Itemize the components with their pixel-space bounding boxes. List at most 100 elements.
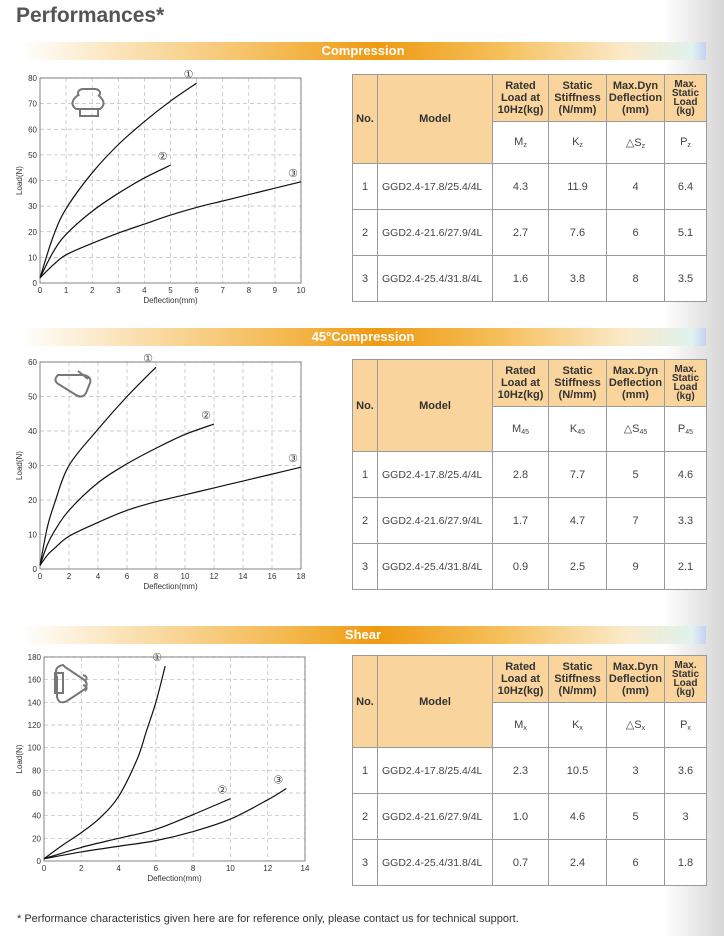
x-axis-label: Deflection(mm) (143, 296, 198, 305)
shear-mount-icon (54, 663, 88, 704)
x-tick-label: 2 (90, 286, 95, 295)
cell-max-static-load: 2.1 (664, 543, 707, 590)
cell-stiffness: 11.9 (548, 163, 607, 210)
section-banner-shear: Shear (20, 626, 706, 644)
page-title: Performances* (16, 4, 165, 27)
cell-model: GGD2.4-21.6/27.9/4L (377, 209, 493, 256)
symbol-letter: P (677, 422, 686, 435)
cell-rated-load: 0.7 (492, 839, 549, 886)
cell-no: 2 (352, 497, 378, 544)
y-tick-label: 140 (28, 698, 42, 707)
symbol-subscript: 45 (685, 428, 694, 436)
series-label-2: ② (158, 151, 168, 163)
x-tick-label: 7 (220, 286, 225, 295)
symbol-letter: △S (625, 136, 642, 149)
cell-rated-load: 2.3 (492, 747, 549, 794)
header-model: Model (377, 655, 493, 748)
header-rated-load: Rated Load at 10Hz(kg) (492, 359, 549, 407)
table-row: 2 GGD2.4-21.6/27.9/4L 2.7 7.6 6 5.1 (352, 209, 707, 256)
y-tick-label: 70 (28, 100, 37, 109)
symbol-subscript: x (523, 724, 527, 732)
cell-stiffness: 7.6 (548, 209, 607, 256)
symbol-subscript: 45 (577, 428, 586, 436)
y-tick-label: 0 (33, 565, 38, 574)
cell-deflection: 5 (606, 793, 665, 840)
x-tick-label: 10 (181, 572, 190, 581)
table-row: 3 GGD2.4-25.4/31.8/4L 1.6 3.8 8 3.5 (352, 255, 707, 302)
header-no: No. (352, 74, 378, 164)
cell-model: GGD2.4-17.8/25.4/4L (377, 163, 493, 210)
x-axis-label: Deflection(mm) (143, 582, 198, 591)
plot-frame (43, 656, 306, 862)
section-banner-compression: Compression (20, 42, 706, 60)
series-label-2: ② (201, 410, 211, 422)
shear-spec-table: No. Model Rated Load at 10Hz(kg) Static … (352, 655, 707, 886)
x-tick-label: 2 (67, 572, 72, 581)
cell-max-static-load: 3.5 (664, 255, 707, 302)
y-tick-label: 40 (32, 812, 41, 821)
cell-max-static-load: 6.4 (664, 163, 707, 210)
x-axis-label: Deflection(mm) (147, 874, 202, 883)
symbol-subscript: x (687, 724, 691, 732)
cell-deflection: 8 (606, 255, 665, 302)
symbol-k: Kx (548, 702, 607, 748)
series-curve-1 (43, 665, 166, 860)
series-label-2: ② (217, 785, 227, 797)
y-tick-label: 0 (33, 279, 38, 288)
mount-outline (71, 88, 105, 117)
compression-mount-icon (71, 88, 105, 117)
plot-frame (39, 77, 302, 284)
symbol-letter: K (569, 422, 578, 435)
x-tick-label: 10 (297, 286, 306, 295)
y-tick-label: 20 (32, 834, 41, 843)
series-curve-3 (43, 787, 287, 860)
x-tick-label: 4 (116, 864, 121, 873)
section-banner-45-compression: 45°Compression (20, 328, 706, 346)
y-tick-label: 120 (28, 721, 42, 730)
header-model: Model (377, 74, 493, 164)
table-row: 1 GGD2.4-17.8/25.4/4L 2.3 10.5 3 3.6 (352, 747, 707, 794)
symbol-letter: P (680, 718, 688, 731)
symbol-subscript: z (687, 142, 691, 149)
cell-deflection: 9 (606, 543, 665, 590)
cell-model: GGD2.4-25.4/31.8/4L (377, 255, 493, 302)
header-rated-load: Rated Load at 10Hz(kg) (492, 655, 549, 703)
cell-model: GGD2.4-17.8/25.4/4L (377, 747, 493, 794)
x-tick-label: 12 (210, 572, 219, 581)
x-tick-label: 6 (154, 864, 159, 873)
series-curve-3 (39, 181, 302, 279)
symbol-subscript: 45 (639, 429, 648, 436)
cell-deflection: 6 (606, 839, 665, 886)
shear-chart: 0 2 4 6 8 10 12 14020406080100120140160180Defle… (15, 652, 310, 883)
cell-deflection: 4 (606, 163, 665, 210)
cell-max-static-load: 5.1 (664, 209, 707, 256)
cell-no: 3 (352, 543, 378, 590)
series-label-3: ③ (288, 168, 298, 180)
symbol-letter: K (572, 136, 580, 148)
y-tick-label: 60 (28, 125, 37, 134)
symbol-subscript: 45 (521, 428, 529, 436)
45-compression-chart: 0 2 4 6 8 10 12 14 16 18 0 10 20 30 40 50 60 Deflection(m… (15, 353, 306, 591)
symbol-s: △S45 (606, 406, 665, 452)
cell-stiffness: 3.8 (548, 255, 607, 302)
compression-spec-table: No. Model Rated Load at 10Hz(kg) Static … (352, 74, 707, 302)
cell-rated-load: 0.9 (492, 543, 549, 590)
header-rated-load: Rated Load at 10Hz(kg) (492, 74, 549, 122)
header-max-static-load: Max. Static Load (kg) (664, 655, 707, 703)
y-tick-label: 30 (28, 462, 37, 471)
footnote: * Performance characteristics given here… (17, 913, 519, 925)
header-static-stiffness: Static Stiffness (N/mm) (548, 74, 607, 122)
x-tick-label: 9 (273, 286, 278, 295)
y-tick-label: 160 (28, 676, 42, 685)
x-tick-label: 16 (268, 572, 277, 581)
symbol-subscript: z (579, 142, 583, 149)
y-tick-label: 0 (37, 857, 42, 866)
x-tick-label: 0 (38, 286, 43, 295)
series-label-1: ① (152, 652, 162, 664)
cell-stiffness: 4.6 (548, 793, 607, 840)
cell-deflection: 5 (606, 451, 665, 498)
x-tick-label: 3 (116, 286, 121, 295)
symbol-letter: K (572, 718, 580, 731)
cell-no: 1 (352, 163, 378, 210)
symbol-letter: M (514, 718, 524, 731)
